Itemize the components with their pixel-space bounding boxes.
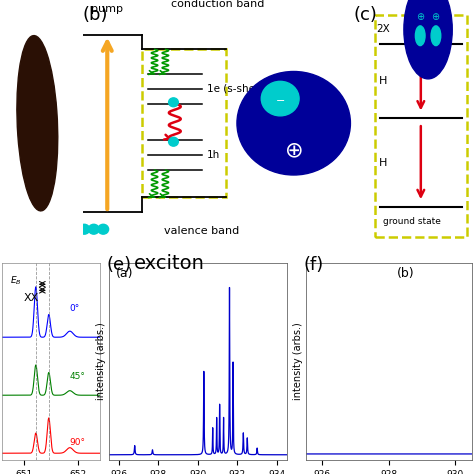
Text: 2X: 2X (376, 24, 390, 34)
Circle shape (237, 72, 350, 175)
Bar (142, 49, 226, 197)
Text: 0°: 0° (70, 304, 80, 313)
Circle shape (415, 26, 425, 46)
Text: $-$: $-$ (275, 93, 285, 104)
Text: pump: pump (91, 4, 123, 14)
Circle shape (79, 224, 90, 234)
Y-axis label: intensity (arbs.): intensity (arbs.) (293, 322, 303, 401)
Text: 1h: 1h (207, 150, 220, 160)
Circle shape (98, 224, 109, 234)
Circle shape (88, 224, 99, 234)
Circle shape (404, 0, 452, 79)
Text: conduction band: conduction band (172, 0, 264, 9)
Text: $E_B$: $E_B$ (10, 274, 22, 287)
Text: (f): (f) (303, 256, 324, 274)
Text: (a): (a) (116, 267, 134, 280)
Text: valence band: valence band (164, 226, 239, 236)
Text: $\oplus$: $\oplus$ (416, 10, 425, 21)
Circle shape (169, 98, 178, 107)
Text: $\oplus$: $\oplus$ (431, 10, 440, 21)
Circle shape (169, 137, 178, 146)
Text: 1e (s-shell): 1e (s-shell) (207, 84, 265, 94)
Circle shape (431, 26, 441, 46)
Text: XX: XX (24, 293, 39, 303)
Y-axis label: intensity (arbs.): intensity (arbs.) (96, 322, 106, 401)
Text: $\oplus$: $\oplus$ (284, 142, 303, 162)
Text: 45°: 45° (70, 372, 86, 381)
Ellipse shape (17, 36, 58, 211)
Text: (b): (b) (397, 267, 415, 280)
Text: exciton: exciton (134, 254, 205, 273)
Text: 90°: 90° (70, 438, 86, 447)
Text: (c): (c) (353, 6, 377, 24)
Text: ground state: ground state (383, 217, 441, 226)
Bar (375, 15, 467, 237)
Text: H: H (379, 158, 388, 168)
Text: (b): (b) (83, 6, 109, 24)
Circle shape (261, 82, 299, 116)
Text: (e): (e) (107, 256, 132, 274)
Text: H: H (379, 76, 388, 86)
